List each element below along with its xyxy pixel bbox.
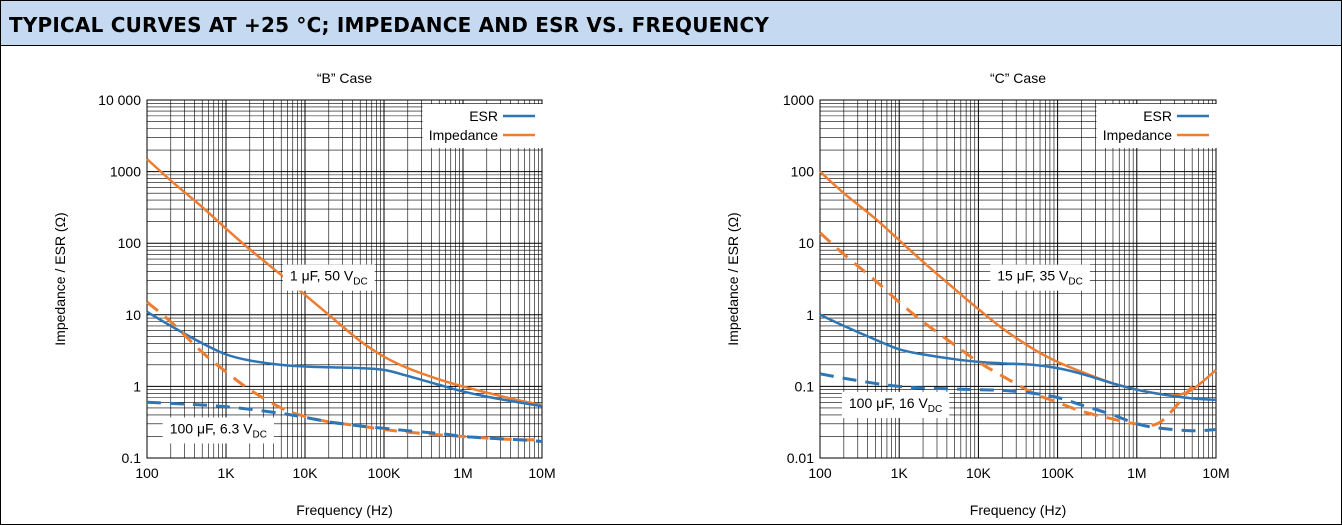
x-tick-label: 1M xyxy=(453,465,472,481)
y-tick-label: 10 000 xyxy=(98,92,141,108)
x-tick-label: 10K xyxy=(966,465,992,481)
legend-label: ESR xyxy=(469,108,498,124)
y-tick-label: 100 xyxy=(118,235,142,251)
y-axis-label: Impedance / ESR (Ω) xyxy=(725,212,741,345)
esr-solid-line xyxy=(819,313,1217,402)
esr-dashed-line xyxy=(146,400,543,443)
y-tick-label: 0.01 xyxy=(787,450,814,466)
x-axis-label: Frequency (Hz) xyxy=(970,502,1066,518)
figure-header: TYPICAL CURVES AT +25 °C; IMPEDANCE AND … xyxy=(1,1,1341,46)
device-label-bg xyxy=(282,264,375,291)
device-label-text: 1 μF, 50 VDC xyxy=(290,268,368,288)
device-label-main: 100 μF, 16 V xyxy=(849,395,929,411)
y-axis-label: Impedance / ESR (Ω) xyxy=(52,212,68,345)
esr-solid-line xyxy=(146,310,543,408)
esr-dashed-line xyxy=(819,372,1217,433)
device-label-bg xyxy=(841,391,950,418)
legend-label: Impedance xyxy=(1103,127,1172,143)
series-lines xyxy=(818,170,1217,433)
legend-label: ESR xyxy=(1143,108,1172,124)
plot-area-border xyxy=(146,99,543,459)
y-tick-label: 1 xyxy=(133,378,141,394)
y-tick-label: 1000 xyxy=(110,164,141,180)
device-label-subscript: DC xyxy=(253,429,267,440)
device-label-subscript: DC xyxy=(928,404,942,415)
device-label-subscript: DC xyxy=(1068,277,1082,288)
device-label-text: 15 μF, 35 VDC xyxy=(997,268,1083,288)
device-label-text: 100 μF, 16 VDC xyxy=(849,395,942,415)
x-tick-label: 10M xyxy=(1202,465,1229,481)
legend: ESR Impedance xyxy=(1096,104,1218,148)
chart-title: “C” Case xyxy=(990,70,1046,86)
chart-1: 100 1K 10K 100K 1M 10M 0.1 1 10 100 1000 10 000 “B” … xyxy=(52,70,556,518)
legend: ESR Impedance xyxy=(422,104,544,148)
impedance-solid-line xyxy=(146,158,543,407)
device-label: 100 μF, 16 VDC xyxy=(841,391,950,418)
y-tick-label: 10 xyxy=(798,235,814,251)
series-lines xyxy=(146,158,543,443)
y-tick-label: 100 xyxy=(791,164,815,180)
device-label-bg xyxy=(990,264,1090,291)
x-tick-label: 100K xyxy=(1041,465,1074,481)
device-label-bg xyxy=(162,417,274,444)
chart-title: “B” Case xyxy=(317,70,372,86)
device-label-main: 1 μF, 50 V xyxy=(290,268,354,284)
x-tick-label: 100 xyxy=(135,465,159,481)
impedance-dashed-line xyxy=(818,231,1194,427)
x-tick-label: 100 xyxy=(808,465,832,481)
device-label: 100 μF, 6.3 VDC xyxy=(162,417,274,444)
x-axis-label: Frequency (Hz) xyxy=(296,502,392,518)
device-label: 15 μF, 35 VDC xyxy=(990,264,1090,291)
y-tick-label: 0.1 xyxy=(122,450,142,466)
x-tick-label: 10M xyxy=(528,465,555,481)
device-label: 1 μF, 50 VDC xyxy=(282,264,375,291)
y-tick-label: 0.1 xyxy=(795,378,815,394)
device-label-main: 15 μF, 35 V xyxy=(997,268,1069,284)
impedance-dashed-line xyxy=(146,301,543,442)
chart-2: 100 1K 10K 100K 1M 10M 0.01 0.1 1 10 100 1000 “C” Ca… xyxy=(725,70,1230,518)
legend-label: Impedance xyxy=(429,127,498,143)
x-tick-label: 10K xyxy=(293,465,319,481)
figure-title: TYPICAL CURVES AT +25 °C; IMPEDANCE AND … xyxy=(9,13,770,37)
y-tick-label: 10 xyxy=(125,307,141,323)
legend-box xyxy=(422,104,544,148)
device-label-subscript: DC xyxy=(353,277,367,288)
y-tick-label: 1 xyxy=(806,307,814,323)
x-tick-label: 1K xyxy=(217,465,235,481)
x-tick-label: 100K xyxy=(368,465,401,481)
x-tick-label: 1K xyxy=(891,465,909,481)
device-label-text: 100 μF, 6.3 VDC xyxy=(170,420,267,440)
device-label-main: 100 μF, 6.3 V xyxy=(170,420,253,436)
plot-area-border xyxy=(819,99,1217,459)
legend-box xyxy=(1096,104,1218,148)
y-tick-label: 1000 xyxy=(783,92,814,108)
grid xyxy=(819,100,1216,459)
x-tick-label: 1M xyxy=(1127,465,1146,481)
